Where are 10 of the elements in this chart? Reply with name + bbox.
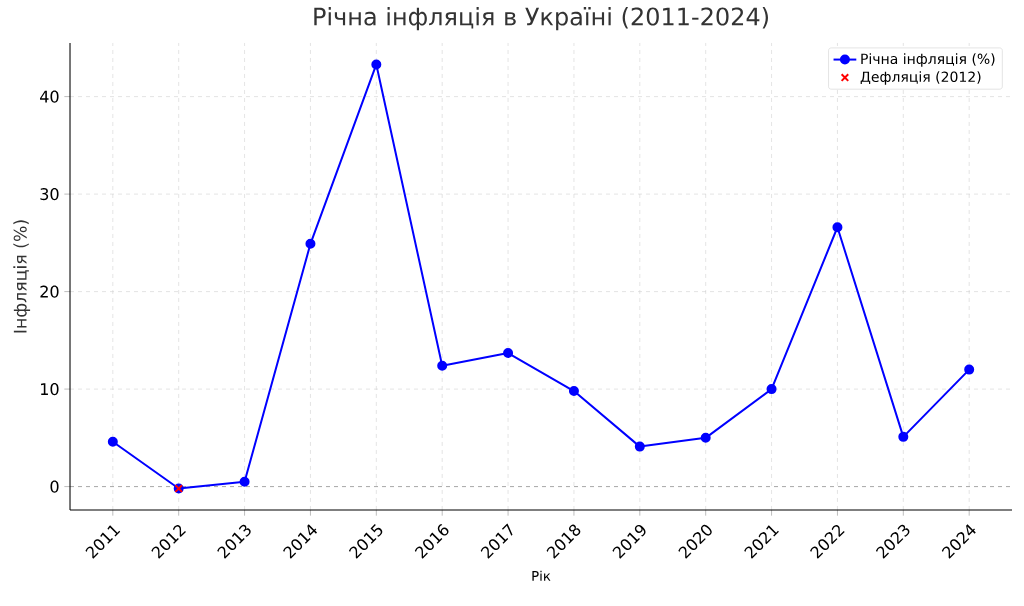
y-tick-label: 40 <box>40 90 59 103</box>
chart-title: Річна інфляція в Україні (2011-2024) <box>314 7 768 31</box>
legend-label: Дефляція (2012) <box>860 71 981 85</box>
y-tick-label: 0 <box>50 480 59 493</box>
y-tick-label: 10 <box>41 383 59 396</box>
y-tick-label: 30 <box>40 188 59 201</box>
y-axis-title: Інфляція (%) <box>13 220 31 333</box>
x-axis-title: Рік <box>532 570 551 581</box>
y-tick-label: 20 <box>40 285 59 298</box>
legend-label: Річна інфляція (%) <box>861 53 995 67</box>
